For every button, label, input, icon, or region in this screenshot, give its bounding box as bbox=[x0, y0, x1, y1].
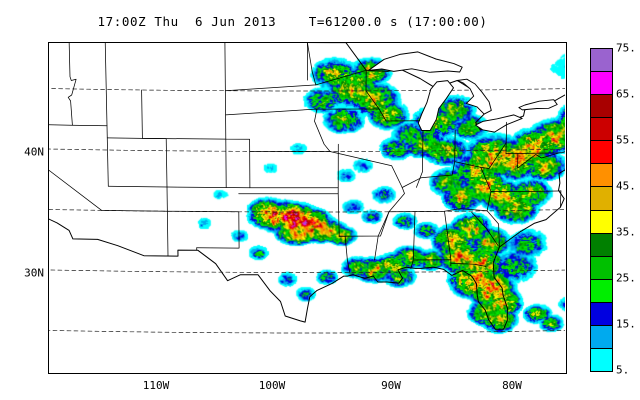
state-boundary-42 bbox=[561, 151, 565, 154]
lat-label-40n: 40N bbox=[24, 145, 44, 159]
plot-title: 17:00Z Thu 6 Jun 2013 T=61200.0 s (17:00… bbox=[97, 14, 488, 29]
colorbar-band-5-10 bbox=[591, 349, 612, 372]
reflectivity-colorbar bbox=[590, 48, 613, 372]
colorbar-band-10-15 bbox=[591, 325, 612, 350]
colorbar-band-70-75 bbox=[591, 49, 612, 73]
state-boundary-30 bbox=[450, 262, 487, 267]
state-boundary-26 bbox=[410, 211, 416, 269]
colorbar-band-65-70 bbox=[591, 72, 612, 96]
lake-ontario bbox=[518, 99, 558, 111]
state-boundary-12 bbox=[225, 69, 367, 92]
state-boundary-6 bbox=[142, 138, 227, 140]
state-boundary-41 bbox=[517, 152, 560, 169]
colorbar-tick-35: 35. bbox=[616, 225, 636, 239]
colorbar-band-60-65 bbox=[591, 95, 612, 119]
state-boundary-8 bbox=[107, 185, 168, 188]
state-boundary-9 bbox=[101, 210, 240, 249]
state-boundary-53 bbox=[106, 137, 143, 139]
state-boundary-16 bbox=[307, 43, 317, 86]
lake-huron bbox=[456, 78, 492, 115]
lake-superior bbox=[368, 51, 463, 73]
colorbar-band-55-60 bbox=[591, 118, 612, 142]
colorbar-band-50-55 bbox=[591, 141, 612, 165]
map-geography-layer bbox=[49, 43, 565, 334]
colorbar-band-40-45 bbox=[591, 187, 612, 211]
graticule-parallel-25n bbox=[49, 330, 565, 334]
state-boundary-36 bbox=[454, 129, 456, 162]
state-boundary-5 bbox=[224, 43, 251, 189]
state-boundary-7 bbox=[166, 186, 339, 189]
state-boundary-34 bbox=[454, 142, 507, 169]
colorbar-tick-5: 5. bbox=[616, 363, 630, 377]
state-boundary-20 bbox=[329, 151, 403, 188]
graticule-parallel-35n bbox=[49, 209, 565, 213]
state-boundary-25 bbox=[374, 235, 379, 261]
state-boundary-14 bbox=[314, 108, 331, 152]
state-boundary-1 bbox=[49, 124, 108, 127]
state-boundary-10 bbox=[166, 186, 169, 257]
state-boundary-39 bbox=[505, 142, 563, 155]
map-layers bbox=[49, 43, 566, 373]
state-boundary-3 bbox=[104, 43, 109, 187]
lon-label-110w: 110W bbox=[142, 379, 170, 392]
state-boundary-29 bbox=[444, 210, 452, 261]
state-boundary-32 bbox=[471, 211, 499, 247]
colorbar-tick-75: 75. bbox=[616, 41, 636, 55]
colorbar-band-20-25 bbox=[591, 279, 612, 303]
colorbar-band-45-50 bbox=[591, 164, 612, 188]
state-boundary-24 bbox=[338, 235, 351, 273]
lake-erie bbox=[475, 114, 523, 133]
graticule-parallel-40n bbox=[49, 148, 565, 152]
colorbar-band-15-20 bbox=[591, 302, 612, 326]
state-boundary-43 bbox=[560, 190, 562, 208]
colorbar-tick-65: 65. bbox=[616, 87, 636, 101]
state-boundary-37 bbox=[486, 190, 562, 212]
state-boundary-0 bbox=[67, 43, 77, 126]
map-plot-area bbox=[48, 42, 567, 374]
lake-michigan bbox=[417, 80, 454, 131]
colorbar-tick-45: 45. bbox=[616, 179, 636, 193]
colorbar-tick-25: 25. bbox=[616, 271, 636, 285]
colorbar-band-30-35 bbox=[591, 233, 612, 257]
state-boundary-35 bbox=[416, 130, 424, 188]
colorbar-tick-55: 55. bbox=[616, 133, 636, 147]
state-boundary-33 bbox=[401, 161, 456, 188]
state-boundary-28 bbox=[414, 259, 452, 267]
colorbar-band-35-40 bbox=[591, 210, 612, 234]
colorbar-tick-15: 15. bbox=[616, 317, 636, 331]
state-boundary-22 bbox=[337, 193, 390, 237]
state-boundary-2 bbox=[49, 169, 103, 211]
lon-label-80w: 80W bbox=[502, 379, 522, 392]
state-boundary-13 bbox=[225, 108, 317, 116]
coastline-national-border bbox=[49, 43, 565, 330]
lon-label-90w: 90W bbox=[381, 379, 401, 392]
colorbar-band-25-30 bbox=[591, 256, 612, 280]
graticule-parallel-45n bbox=[49, 88, 565, 92]
state-boundary-23 bbox=[377, 187, 405, 237]
lat-label-30n: 30N bbox=[24, 266, 44, 280]
state-boundary-31 bbox=[486, 210, 500, 248]
state-boundary-17 bbox=[365, 69, 387, 122]
graticule-parallel-30n bbox=[49, 269, 565, 273]
lon-label-100w: 100W bbox=[258, 379, 286, 392]
state-boundary-38 bbox=[480, 167, 492, 192]
